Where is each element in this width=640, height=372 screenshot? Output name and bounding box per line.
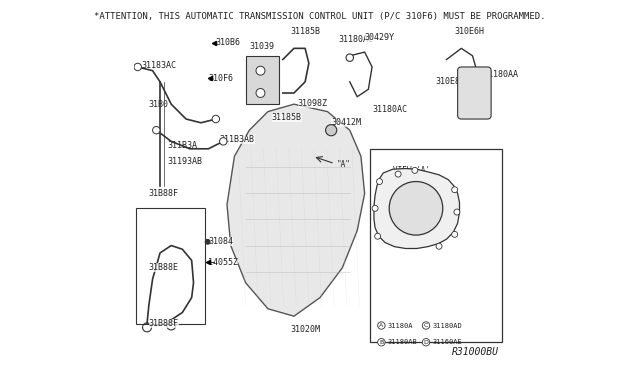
Text: 31185B: 31185B <box>271 113 301 122</box>
Polygon shape <box>374 169 460 248</box>
Circle shape <box>389 182 443 235</box>
Circle shape <box>454 209 460 215</box>
Polygon shape <box>227 104 365 316</box>
Circle shape <box>422 322 429 329</box>
Text: 31180AD: 31180AD <box>433 323 462 328</box>
Circle shape <box>372 205 378 211</box>
Text: 31183AC: 31183AC <box>141 61 177 70</box>
Circle shape <box>205 240 210 244</box>
Circle shape <box>134 63 141 71</box>
Text: 31B88E: 31B88E <box>149 263 179 272</box>
Circle shape <box>346 54 353 61</box>
Bar <box>246 56 279 104</box>
Text: 31098Z: 31098Z <box>298 99 328 108</box>
Text: 310E8MA: 310E8MA <box>435 77 470 86</box>
Text: 310F6: 310F6 <box>209 74 234 83</box>
Text: A: A <box>380 323 383 328</box>
Text: 31180AA: 31180AA <box>484 70 518 79</box>
Text: 30412M: 30412M <box>331 118 361 127</box>
Circle shape <box>374 233 381 239</box>
Text: 31180AC: 31180AC <box>372 105 407 114</box>
Text: 31180AC: 31180AC <box>339 35 374 44</box>
Text: "A": "A" <box>337 160 351 169</box>
Circle shape <box>395 171 401 177</box>
Text: VIEW 'A': VIEW 'A' <box>392 166 429 174</box>
FancyBboxPatch shape <box>458 67 491 119</box>
Text: D: D <box>424 340 428 345</box>
Text: 31084: 31084 <box>209 237 234 246</box>
Text: 30429Y: 30429Y <box>365 33 395 42</box>
Circle shape <box>378 322 385 329</box>
Text: 14055Z: 14055Z <box>209 258 239 267</box>
Text: *ATTENTION, THIS AUTOMATIC TRANSMISSION CONTROL UNIT (P/C 310F6) MUST BE PROGRAM: *ATTENTION, THIS AUTOMATIC TRANSMISSION … <box>94 12 546 21</box>
Circle shape <box>152 126 160 134</box>
Text: 31180AB: 31180AB <box>388 339 417 345</box>
Text: 310B6: 310B6 <box>216 38 241 47</box>
Bar <box>136 208 205 324</box>
Circle shape <box>452 231 458 237</box>
Text: 31039: 31039 <box>250 42 275 51</box>
Circle shape <box>376 179 383 185</box>
Text: 311B3A: 311B3A <box>168 141 198 150</box>
Circle shape <box>256 66 265 75</box>
Circle shape <box>412 167 418 173</box>
Text: 31020M: 31020M <box>291 325 320 334</box>
Text: 31180A: 31180A <box>388 323 413 328</box>
Text: 31B0: 31B0 <box>149 100 169 109</box>
Bar <box>370 149 502 342</box>
Circle shape <box>452 187 458 193</box>
Circle shape <box>326 125 337 136</box>
Text: 31B88F: 31B88F <box>149 319 179 328</box>
Text: C: C <box>424 323 428 328</box>
Text: 311B3AB: 311B3AB <box>220 135 255 144</box>
Text: B: B <box>380 340 383 345</box>
Circle shape <box>436 243 442 249</box>
Circle shape <box>422 339 429 346</box>
Text: R31000BU: R31000BU <box>452 347 499 357</box>
Circle shape <box>220 138 227 145</box>
Text: 31B88F: 31B88F <box>149 189 179 198</box>
Circle shape <box>256 89 265 97</box>
Circle shape <box>212 115 220 123</box>
Circle shape <box>378 339 385 346</box>
Text: 310E6H: 310E6H <box>454 27 484 36</box>
Text: 31185B: 31185B <box>291 27 320 36</box>
Text: 31160AE: 31160AE <box>433 339 462 345</box>
Text: 31193AB: 31193AB <box>168 157 202 166</box>
